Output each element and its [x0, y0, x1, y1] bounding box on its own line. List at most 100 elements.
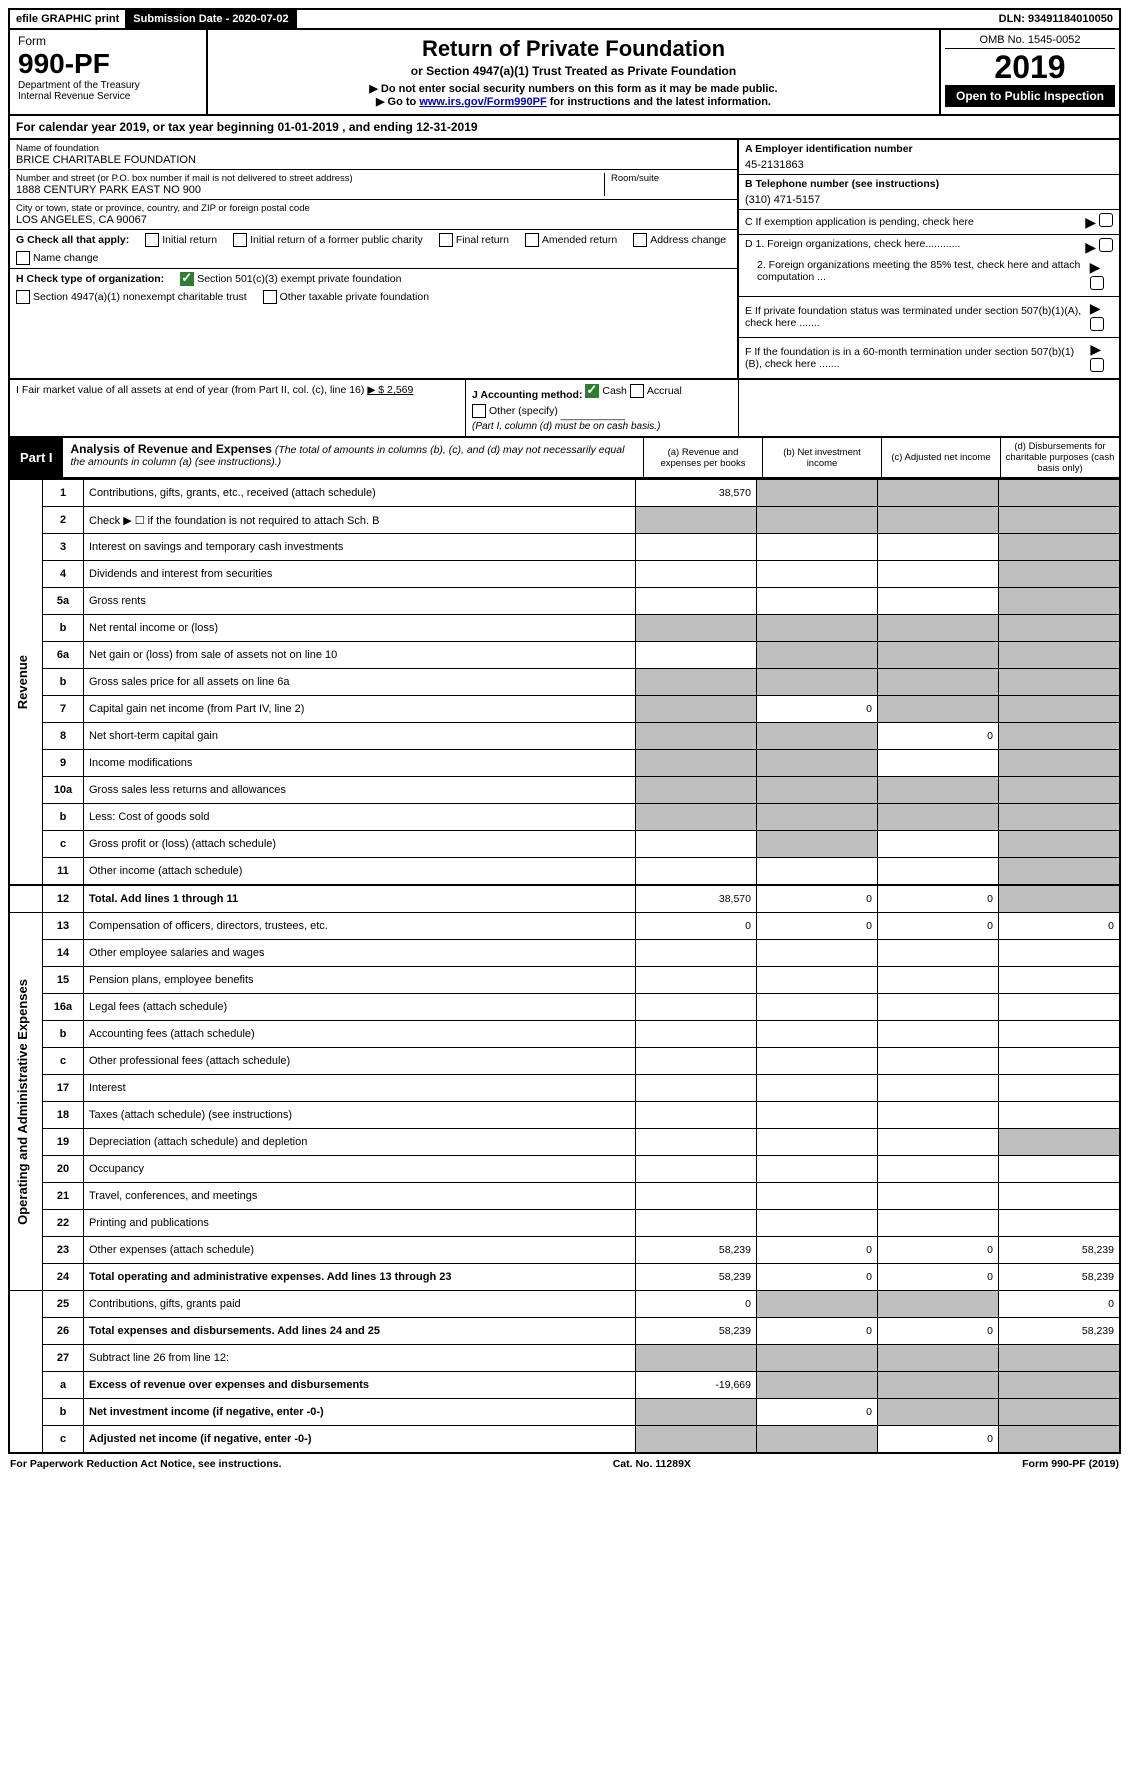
top-bar: efile GRAPHIC print Submission Date - 20…	[8, 8, 1121, 30]
footer: For Paperwork Reduction Act Notice, see …	[8, 1454, 1121, 1474]
d1-label: D 1. Foreign organizations, check here..…	[745, 238, 960, 256]
g-opt-0: Initial return	[162, 234, 217, 246]
cb-501c3[interactable]	[180, 272, 194, 286]
open-public: Open to Public Inspection	[945, 85, 1115, 107]
col-c-hdr: (c) Adjusted net income	[881, 438, 1000, 477]
i-j-row: I Fair market value of all assets at end…	[8, 380, 1121, 438]
j-label: J Accounting method:	[472, 389, 582, 401]
submission-date: Submission Date - 2020-07-02	[127, 10, 296, 28]
header-right: OMB No. 1545-0052 2019 Open to Public In…	[939, 30, 1119, 114]
h-opt-1: Section 501(c)(3) exempt private foundat…	[197, 273, 401, 285]
cb-initial-former[interactable]	[233, 233, 247, 247]
irs: Internal Revenue Service	[18, 91, 198, 102]
g-opt-2: Final return	[456, 234, 509, 246]
instr2-post: for instructions and the latest informat…	[547, 96, 771, 108]
table-row: 17Interest	[9, 1075, 1120, 1102]
table-row: bLess: Cost of goods sold	[9, 804, 1120, 831]
entity-info: Name of foundation BRICE CHARITABLE FOUN…	[8, 140, 1121, 380]
table-row: bNet investment income (if negative, ent…	[9, 1399, 1120, 1426]
cb-other-taxable[interactable]	[263, 290, 277, 304]
table-row: 25Contributions, gifts, grants paid00	[9, 1291, 1120, 1318]
j-note: (Part I, column (d) must be on cash basi…	[472, 421, 732, 432]
col-a-hdr: (a) Revenue and expenses per books	[643, 438, 762, 477]
cb-cash[interactable]	[585, 384, 599, 398]
ein-label: A Employer identification number	[745, 143, 913, 155]
table-row: 6aNet gain or (loss) from sale of assets…	[9, 642, 1120, 669]
phone-label: B Telephone number (see instructions)	[745, 178, 939, 190]
cb-amended[interactable]	[525, 233, 539, 247]
cb-e[interactable]	[1090, 317, 1104, 331]
f-label: F If the foundation is in a 60-month ter…	[745, 346, 1090, 370]
table-row: 20Occupancy	[9, 1156, 1120, 1183]
form-label: Form	[18, 34, 198, 48]
phone: (310) 471-5157	[745, 190, 1113, 206]
foundation-name: BRICE CHARITABLE FOUNDATION	[16, 154, 731, 166]
cb-c[interactable]	[1099, 213, 1113, 227]
name-label: Name of foundation	[16, 143, 731, 154]
table-row: aExcess of revenue over expenses and dis…	[9, 1372, 1120, 1399]
cb-d1[interactable]	[1099, 238, 1113, 252]
g-opt-3: Amended return	[542, 234, 617, 246]
table-row: 8Net short-term capital gain0	[9, 723, 1120, 750]
cat-no: Cat. No. 11289X	[613, 1458, 691, 1470]
cb-initial-return[interactable]	[145, 233, 159, 247]
col-d-hdr: (d) Disbursements for charitable purpose…	[1000, 438, 1119, 477]
part1-header: Part I Analysis of Revenue and Expenses …	[8, 438, 1121, 479]
section-g: G Check all that apply: Initial return I…	[16, 233, 731, 265]
table-row: 15Pension plans, employee benefits	[9, 967, 1120, 994]
g-opt-4: Address change	[650, 234, 726, 246]
instr2-pre: ▶ Go to	[376, 96, 419, 108]
expenses-side: Operating and Administrative Expenses	[15, 979, 30, 1225]
form-link[interactable]: www.irs.gov/Form990PF	[419, 96, 546, 108]
j-other: Other (specify)	[489, 405, 558, 417]
street-address: 1888 CENTURY PARK EAST NO 900	[16, 184, 604, 196]
instr-2: ▶ Go to www.irs.gov/Form990PF for instru…	[214, 95, 933, 108]
cb-final-return[interactable]	[439, 233, 453, 247]
table-row: cOther professional fees (attach schedul…	[9, 1048, 1120, 1075]
table-row: 21Travel, conferences, and meetings	[9, 1183, 1120, 1210]
table-row: 11Other income (attach schedule)	[9, 858, 1120, 886]
part1-table: Revenue 1Contributions, gifts, grants, e…	[8, 479, 1121, 1454]
section-h: H Check type of organization: Section 50…	[16, 272, 731, 286]
table-row: bGross sales price for all assets on lin…	[9, 669, 1120, 696]
city-state-zip: LOS ANGELES, CA 90067	[16, 214, 731, 226]
table-row: 14Other employee salaries and wages	[9, 940, 1120, 967]
table-row: 10aGross sales less returns and allowanc…	[9, 777, 1120, 804]
form-header: Form 990-PF Department of the Treasury I…	[8, 30, 1121, 116]
calendar-year-row: For calendar year 2019, or tax year begi…	[8, 116, 1121, 140]
g-opt-5: Name change	[33, 252, 98, 264]
table-row: 3Interest on savings and temporary cash …	[9, 534, 1120, 561]
table-row: 22Printing and publications	[9, 1210, 1120, 1237]
cb-4947a1[interactable]	[16, 290, 30, 304]
form-number: 990-PF	[18, 48, 198, 80]
table-row: cAdjusted net income (if negative, enter…	[9, 1426, 1120, 1454]
tax-year: 2019	[945, 51, 1115, 83]
part1-title: Analysis of Revenue and Expenses	[71, 442, 272, 456]
header-center: Return of Private Foundation or Section …	[208, 30, 939, 114]
e-label: E If private foundation status was termi…	[745, 305, 1090, 329]
g-label: G Check all that apply:	[16, 234, 129, 246]
omb-number: OMB No. 1545-0052	[945, 34, 1115, 49]
cb-address-change[interactable]	[633, 233, 647, 247]
table-row: 27Subtract line 26 from line 12:	[9, 1345, 1120, 1372]
table-row: 24Total operating and administrative exp…	[9, 1264, 1120, 1291]
cb-other-method[interactable]	[472, 404, 486, 418]
table-row: 5aGross rents	[9, 588, 1120, 615]
h-opt-2: Section 4947(a)(1) nonexempt charitable …	[33, 291, 247, 303]
form-title: Return of Private Foundation	[214, 36, 933, 62]
table-row: 7Capital gain net income (from Part IV, …	[9, 696, 1120, 723]
cb-accrual[interactable]	[630, 384, 644, 398]
cb-f[interactable]	[1090, 358, 1104, 372]
cb-d2[interactable]	[1090, 276, 1104, 290]
table-row: Revenue 1Contributions, gifts, grants, e…	[9, 480, 1120, 507]
table-row: Operating and Administrative Expenses 13…	[9, 913, 1120, 940]
table-row: 18Taxes (attach schedule) (see instructi…	[9, 1102, 1120, 1129]
table-row: bAccounting fees (attach schedule)	[9, 1021, 1120, 1048]
table-row: 19Depreciation (attach schedule) and dep…	[9, 1129, 1120, 1156]
city-label: City or town, state or province, country…	[16, 203, 731, 214]
i-label: I Fair market value of all assets at end…	[16, 384, 364, 396]
table-row: 4Dividends and interest from securities	[9, 561, 1120, 588]
d2-label: 2. Foreign organizations meeting the 85%…	[745, 259, 1090, 293]
j-cash: Cash	[602, 385, 627, 397]
cb-name-change[interactable]	[16, 251, 30, 265]
